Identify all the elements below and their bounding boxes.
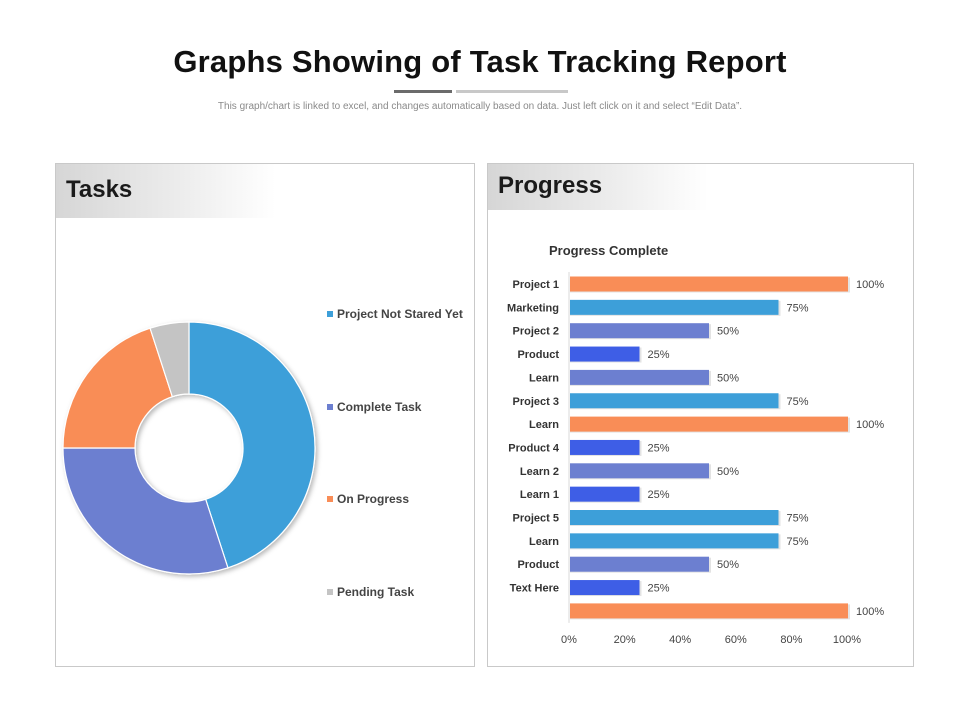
bar-category-label: Project 2 [513, 326, 559, 338]
bar-data-label: 75% [787, 302, 809, 314]
progress-heading: Progress [498, 172, 603, 199]
tasks-panel-header [56, 164, 276, 218]
bar-data-label: 50% [717, 372, 739, 384]
donut-slice-pending-task[interactable] [149, 321, 190, 398]
progress-bar[interactable] [570, 463, 709, 479]
bar-category-label: Project 1 [513, 279, 559, 291]
bar-data-label: 25% [648, 583, 670, 595]
bar-chart-title: Progress Complete [549, 243, 668, 258]
bar-category-label: Learn [529, 536, 559, 548]
tasks-donut-chart[interactable]: Project Not Stared Yet Complete Task On Pr… [56, 164, 476, 668]
progress-bar[interactable] [570, 533, 779, 549]
progress-bar[interactable] [570, 416, 848, 432]
bar-data-label: 50% [717, 466, 739, 478]
bar-data-label: 25% [648, 489, 670, 501]
title-underline-dark [394, 90, 452, 93]
progress-bar[interactable] [570, 393, 779, 409]
tasks-heading: Tasks [66, 176, 133, 203]
legend-label-complete-task: Complete Task [337, 400, 422, 414]
page-subtitle: This graph/chart is linked to excel, and… [217, 101, 743, 112]
progress-bar[interactable] [570, 439, 640, 455]
progress-bar[interactable] [570, 556, 709, 572]
progress-bar-chart[interactable]: Progress Complete Project 1 100% Marketing 7… [488, 164, 915, 668]
progress-bar[interactable] [570, 510, 779, 525]
bar-category-label: Product [517, 349, 559, 361]
progress-bar[interactable] [570, 323, 709, 339]
bar-category-label: Product [517, 559, 559, 571]
legend-label-on-progress: On Progress [337, 492, 409, 506]
progress-bar[interactable] [570, 486, 640, 502]
legend-label-pending-task: Pending Task [337, 585, 414, 599]
progress-bar[interactable] [570, 346, 640, 362]
bar-data-label: 75% [787, 513, 809, 525]
progress-bar[interactable] [570, 276, 848, 292]
donut-slice-complete-task[interactable] [62, 447, 229, 575]
legend-swatch-complete-task [327, 404, 333, 410]
donut-slice-project-not-stared-yet[interactable] [188, 321, 316, 569]
page-title: Graphs Showing of Task Tracking Report [173, 44, 787, 79]
bar-category-label: Project 5 [513, 513, 559, 525]
legend-swatch-on-progress [327, 496, 333, 502]
bar-category-label: Learn 2 [520, 466, 559, 478]
bar-data-label: 100% [856, 606, 884, 618]
progress-bar[interactable] [570, 580, 640, 596]
bar-data-label: 25% [648, 442, 670, 454]
progress-panel-header [488, 164, 708, 210]
bar-data-label: 50% [717, 559, 739, 571]
x-tick-label: 40% [669, 634, 691, 646]
bar-category-label: Product 4 [508, 442, 560, 454]
donut-slice-on-progress[interactable] [62, 327, 174, 449]
bar-category-label: Learn 1 [520, 489, 559, 501]
bar-category-label: Marketing [507, 302, 559, 314]
legend-swatch-project-not-stared-yet [327, 311, 333, 317]
bar-data-label: 100% [856, 279, 884, 291]
x-tick-label: 80% [780, 634, 802, 646]
legend-swatch-pending-task [327, 589, 333, 595]
x-tick-label: 100% [833, 634, 861, 646]
bar-category-label: Project 3 [513, 396, 559, 408]
bar-data-label: 75% [787, 536, 809, 548]
bar-category-label: Text Here [510, 583, 559, 595]
bar-data-label: 25% [648, 349, 670, 361]
progress-bar[interactable] [570, 369, 709, 385]
x-tick-label: 0% [561, 634, 577, 646]
title-underline-light [456, 90, 568, 93]
bar-category-label: Learn [529, 372, 559, 384]
legend-label-project-not-stared-yet: Project Not Stared Yet [337, 307, 463, 321]
bar-category-label: Learn [529, 419, 559, 431]
progress-panel: Progress Progress Complete Project 1 100% M… [487, 163, 914, 667]
x-tick-label: 60% [725, 634, 747, 646]
bar-data-label: 50% [717, 326, 739, 338]
progress-bar[interactable] [570, 603, 848, 619]
progress-bar[interactable] [570, 299, 779, 315]
tasks-panel: Tasks Project Not Stared Yet Complete Tas… [55, 163, 475, 667]
bar-data-label: 100% [856, 419, 884, 431]
bar-data-label: 75% [787, 396, 809, 408]
x-tick-label: 20% [614, 634, 636, 646]
